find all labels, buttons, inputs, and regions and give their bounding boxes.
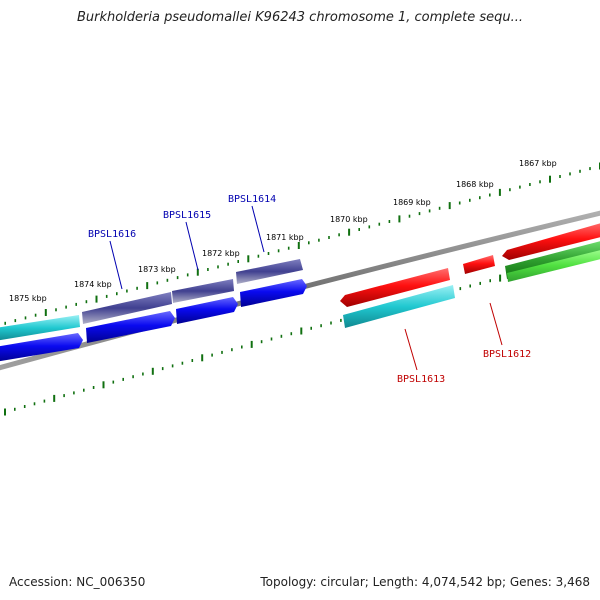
kbp-label: 1873 kbp: [138, 265, 176, 274]
kbp-label: 1868 kbp: [456, 180, 494, 189]
feature-blue-1: [0, 333, 83, 362]
gene-label-bpsl1614: BPSL1614: [228, 194, 276, 205]
leader-bpsl1613: [404, 328, 418, 371]
gene-labels: BPSL1616 BPSL1615 BPSL1614 BPSL1613 BPSL…: [88, 194, 531, 385]
leader-bpsl1616: [109, 240, 123, 290]
kbp-label: 1870 kbp: [330, 215, 368, 224]
feature-bpsl1616: [82, 292, 172, 324]
feature-blue-2: [86, 311, 175, 343]
leader-bpsl1615: [185, 221, 199, 271]
gene-label-bpsl1612: BPSL1612: [483, 349, 531, 360]
feature-red-right: [502, 223, 600, 260]
accession-text: Accession: NC_006350: [9, 575, 146, 589]
feature-blue-3: [176, 297, 238, 324]
feature-bpsl1612: [463, 255, 495, 274]
feature-bpsl1614: [236, 259, 303, 284]
kbp-label: 1869 kbp: [393, 198, 431, 207]
feature-bpsl1615: [172, 279, 234, 303]
kbp-label: 1871 kbp: [266, 233, 304, 242]
kbp-label: 1867 kbp: [519, 159, 557, 168]
kbp-label: 1872 kbp: [202, 249, 240, 258]
leader-bpsl1612: [489, 302, 503, 346]
feature-cyan-bpsl1613: [343, 285, 455, 328]
feature-track: [0, 223, 600, 362]
gene-label-bpsl1615: BPSL1615: [163, 210, 211, 221]
kbp-label: 1875 kbp: [9, 294, 47, 303]
feature-lime-right: [507, 250, 600, 282]
feature-bpsl1613: [340, 268, 450, 307]
kbp-labels: 1875 kbp 1874 kbp 1873 kbp 1872 kbp 1871…: [9, 159, 557, 303]
gene-label-leaders: [109, 205, 503, 371]
kbp-tick-track-outer: [4, 162, 600, 325]
feature-cyan-left: [0, 315, 80, 341]
leader-bpsl1614: [251, 205, 265, 253]
gene-label-bpsl1613: BPSL1613: [397, 374, 445, 385]
map-title: Burkholderia pseudomallei K96243 chromos…: [76, 10, 524, 25]
kbp-label: 1874 kbp: [74, 280, 112, 289]
genome-summary-text: Topology: circular; Length: 4,074,542 bp…: [260, 575, 590, 589]
gene-label-bpsl1616: BPSL1616: [88, 229, 136, 240]
feature-blue-4: [240, 279, 307, 307]
